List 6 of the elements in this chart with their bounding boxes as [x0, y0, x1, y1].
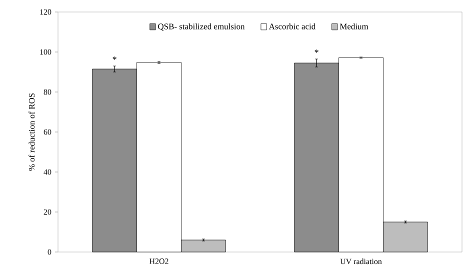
legend-label: Medium — [340, 23, 368, 30]
annotation: * — [112, 56, 116, 60]
legend-label: QSB- stabilized emulsion — [158, 23, 245, 31]
legend-label: Ascorbic acid — [268, 23, 316, 30]
annotation: * — [314, 50, 318, 53]
y-axis-title: % of reduction of ROS — [28, 93, 35, 171]
